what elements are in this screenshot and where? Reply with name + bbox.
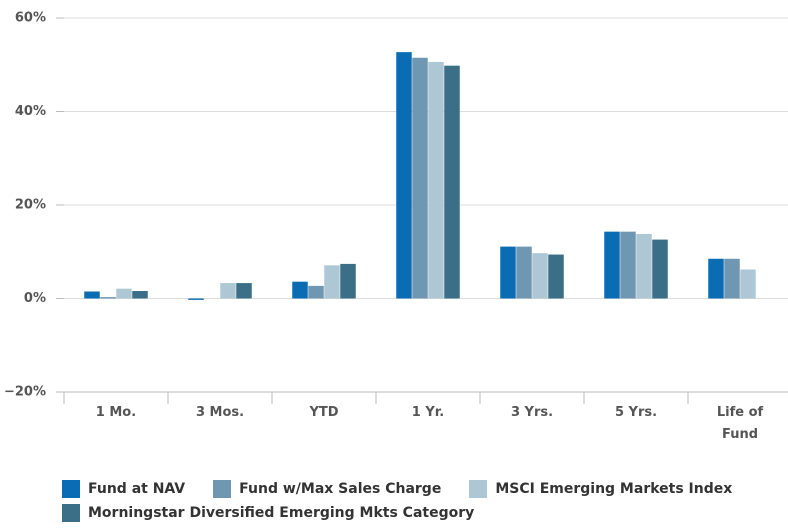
bar (652, 239, 668, 299)
bar (724, 258, 740, 299)
bar (132, 291, 148, 299)
bar (548, 254, 564, 299)
legend-swatch (213, 480, 232, 498)
y-tick-label: −20% (4, 385, 46, 400)
bar (604, 231, 620, 299)
y-tick-label: 60% (15, 11, 46, 26)
legend-swatch (469, 480, 488, 498)
bar (444, 65, 460, 299)
bar (100, 297, 116, 299)
bar (84, 291, 100, 299)
legend: Fund at NAV Fund w/Max Sales Charge MSCI E… (62, 480, 782, 522)
x-tick-label: Life of Fund (716, 405, 764, 442)
legend-item: Fund at NAV (62, 480, 185, 498)
bar (116, 288, 132, 299)
legend-item: Morningstar Diversified Emerging Mkts Ca… (62, 504, 474, 522)
bar (324, 265, 340, 299)
bar (636, 233, 652, 299)
plot: −20% 0% 20% 40% 60% (4, 11, 788, 404)
bar (412, 57, 428, 299)
y-tick-label: 20% (15, 198, 46, 213)
x-tick-label: 1 Mo. (95, 405, 137, 420)
bar (292, 281, 308, 299)
legend-label: MSCI Emerging Markets Index (495, 481, 733, 497)
legend-item: MSCI Emerging Markets Index (469, 480, 732, 498)
legend-label: Morningstar Diversified Emerging Mkts Ca… (88, 505, 475, 521)
legend-item: Fund w/Max Sales Charge (213, 480, 441, 498)
bar (340, 263, 356, 299)
bar (220, 283, 236, 299)
x-tick-label: 3 Yrs. (510, 405, 554, 420)
x-tick-label: YTD (309, 405, 339, 420)
bar (188, 298, 204, 300)
y-tick-label: 40% (15, 104, 46, 119)
bar (396, 52, 412, 299)
bar (532, 253, 548, 299)
bar (428, 61, 444, 299)
bar (308, 285, 324, 299)
bar (236, 283, 252, 299)
x-tick-label: 3 Mos. (195, 405, 245, 420)
legend-label: Fund at NAV (88, 481, 186, 497)
bar (516, 246, 532, 299)
bar (708, 258, 724, 299)
bar (620, 231, 636, 299)
legend-swatch (62, 504, 80, 522)
y-tick-label: 0% (24, 291, 46, 306)
bar (740, 269, 756, 299)
x-tick-label: 1 Yr. (411, 405, 445, 420)
x-tick-label: 5 Yrs. (614, 405, 658, 420)
legend-label: Fund w/Max Sales Charge (239, 481, 442, 497)
bar (500, 246, 516, 299)
legend-swatch (62, 480, 80, 498)
